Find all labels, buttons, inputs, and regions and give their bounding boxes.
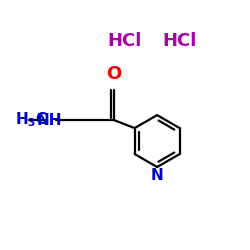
Text: HCl: HCl [108,32,142,50]
Text: N: N [151,168,164,183]
Text: HCl: HCl [162,32,196,50]
Text: NH: NH [37,112,62,128]
Text: $\mathregular{H_3C}$: $\mathregular{H_3C}$ [15,111,48,130]
Text: O: O [106,65,122,83]
